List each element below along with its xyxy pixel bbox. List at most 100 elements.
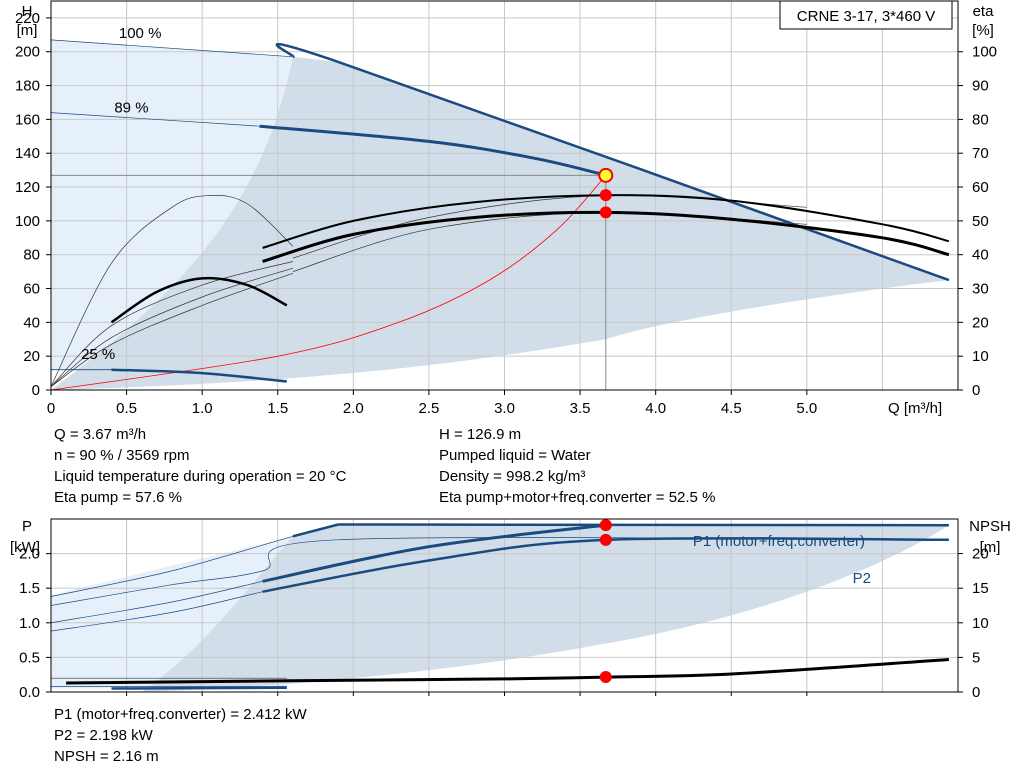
head-curve-min xyxy=(111,368,287,383)
ytick-right-label-8: 80 xyxy=(972,111,989,128)
eta-thin-line-2 xyxy=(50,267,294,387)
npsh-point xyxy=(599,671,612,684)
ytick-left-label-8: 160 xyxy=(15,111,40,128)
head-thin-100 xyxy=(50,39,293,58)
title-box xyxy=(779,0,953,30)
ytick-right-label-10: 100 xyxy=(972,44,997,61)
xtick-label-2: 1.0 xyxy=(192,400,213,417)
info-p2: P2 = 2.198 kW xyxy=(54,727,153,744)
bottom-ytick-left-label-2: 1.0 xyxy=(19,615,40,632)
info-block-bottom: P1 (motor+freq.converter) = 2.412 kW P2 … xyxy=(54,704,307,767)
ytick-right-label-1: 10 xyxy=(972,348,989,365)
speed-label-2: 25 % xyxy=(81,346,115,363)
info-speed: n = 90 % / 3569 rpm xyxy=(54,447,190,464)
duty-point xyxy=(598,167,614,183)
p2-series-label: P2 xyxy=(853,570,871,587)
info-block-right: H = 126.9 m Pumped liquid = Water Densit… xyxy=(439,424,715,508)
ytick-left-label-9: 180 xyxy=(15,78,40,95)
speed-label-1: 89 % xyxy=(114,99,148,116)
bottom-ytick-left-label-0: 0.0 xyxy=(19,684,40,701)
ytick-left-label-3: 60 xyxy=(23,281,40,298)
ytick-right-label-0: 0 xyxy=(972,382,980,399)
p1-curve xyxy=(262,523,606,583)
info-pumped-liquid: Pumped liquid = Water xyxy=(439,447,591,464)
info-block-left: Q = 3.67 m³/h n = 90 % / 3569 rpm Liquid… xyxy=(54,424,346,508)
ytick-right-label-7: 70 xyxy=(972,145,989,162)
p1-point xyxy=(599,519,612,532)
p1-thin-89 xyxy=(50,580,263,624)
bottom-region-shaded-area xyxy=(141,524,949,692)
title-box-text: CRNE 3-17, 3*460 V xyxy=(797,8,935,25)
npsh-curve xyxy=(66,658,949,685)
ylabel-right-unit: [%] xyxy=(972,22,994,39)
bottom-ytick-right-label-2: 10 xyxy=(972,615,989,632)
ytick-right-label-3: 30 xyxy=(972,281,989,298)
ylabel-left-unit: [m] xyxy=(17,22,38,39)
ylabel-left-h: H xyxy=(22,3,33,20)
bottom-ylabel-left-unit: [kW] xyxy=(10,539,40,556)
eta-total-point xyxy=(599,206,612,219)
ytick-left-label-5: 100 xyxy=(15,213,40,230)
xtick-label-3: 1.5 xyxy=(267,400,288,417)
head-curve-max xyxy=(275,42,950,282)
xtick-label-1: 0.5 xyxy=(116,400,137,417)
ytick-left-label-0: 0 xyxy=(32,382,40,399)
p-min-curve xyxy=(111,686,287,690)
bottom-ytick-right-label-0: 0 xyxy=(972,684,980,701)
ytick-left-label-11: 220 xyxy=(15,10,40,27)
xtick-label-6: 3.0 xyxy=(494,400,515,417)
bottom-ytick-right-label-4: 20 xyxy=(972,546,989,563)
xtick-label-5: 2.5 xyxy=(418,400,439,417)
ytick-left-label-4: 80 xyxy=(23,247,40,264)
info-npsh: NPSH = 2.16 m xyxy=(54,748,159,765)
eta-thin-line-3 xyxy=(50,272,294,387)
bottom-ylabel-right-unit: [m] xyxy=(980,539,1001,556)
region-shaded-area xyxy=(51,56,949,390)
info-eta-total: Eta pump+motor+freq.converter = 52.5 % xyxy=(439,489,716,506)
ytick-left-label-2: 40 xyxy=(23,314,40,331)
bottom-ytick-left-label-3: 1.5 xyxy=(19,580,40,597)
xtick-label-9: 4.5 xyxy=(721,400,742,417)
system-curve xyxy=(50,175,607,391)
info-density: Density = 998.2 kg/m³ xyxy=(439,468,586,485)
xtick-label-0: 0 xyxy=(47,400,55,417)
p2-thin-89 xyxy=(50,591,263,632)
bottom-ytick-right-label-3: 15 xyxy=(972,580,989,597)
eta-thin-arc xyxy=(50,194,294,387)
ytick-right-label-5: 50 xyxy=(972,213,989,230)
bottom-ytick-left-label-1: 0.5 xyxy=(19,649,40,666)
p2-curve xyxy=(262,537,949,593)
info-liquid-temperature: Liquid temperature during operation = 20… xyxy=(54,468,347,485)
p2-point xyxy=(599,533,612,546)
head-curve-89 xyxy=(259,124,607,177)
ytick-left-label-7: 140 xyxy=(15,145,40,162)
head-thin-89 xyxy=(50,112,260,127)
bottom-ytick-left-label-4: 2.0 xyxy=(19,546,40,563)
xtick-label-10: 5.0 xyxy=(796,400,817,417)
ytick-right-label-4: 40 xyxy=(972,247,989,264)
ytick-right-label-9: 90 xyxy=(972,78,989,95)
xtick-label-8: 4.0 xyxy=(645,400,666,417)
info-p1: P1 (motor+freq.converter) = 2.412 kW xyxy=(54,706,307,723)
eta-pump-point xyxy=(599,189,612,202)
p1-rise-curve xyxy=(292,523,339,538)
info-head: H = 126.9 m xyxy=(439,426,522,443)
ylabel-right-eta: eta xyxy=(973,3,995,20)
info-eta-pump: Eta pump = 57.6 % xyxy=(54,489,182,506)
ytick-right-label-2: 20 xyxy=(972,314,989,331)
speed-label-0: 100 % xyxy=(119,25,162,42)
ytick-left-label-10: 200 xyxy=(15,44,40,61)
info-flow: Q = 3.67 m³/h xyxy=(54,426,147,443)
bottom-ylabel-right-npsh: NPSH xyxy=(969,518,1011,535)
ytick-left-label-1: 20 xyxy=(23,348,40,365)
ytick-left-label-6: 120 xyxy=(15,179,40,196)
xlabel: Q [m³/h] xyxy=(888,400,942,417)
p1-series-label: P1 (motor+freq.converter) xyxy=(693,533,865,550)
ytick-right-label-6: 60 xyxy=(972,179,989,196)
xtick-label-4: 2.0 xyxy=(343,400,364,417)
xtick-label-7: 3.5 xyxy=(570,400,591,417)
eta-thin-line-1 xyxy=(50,261,293,387)
bottom-ylabel-left-p: P xyxy=(22,518,32,535)
bottom-ytick-right-label-1: 5 xyxy=(972,649,980,666)
